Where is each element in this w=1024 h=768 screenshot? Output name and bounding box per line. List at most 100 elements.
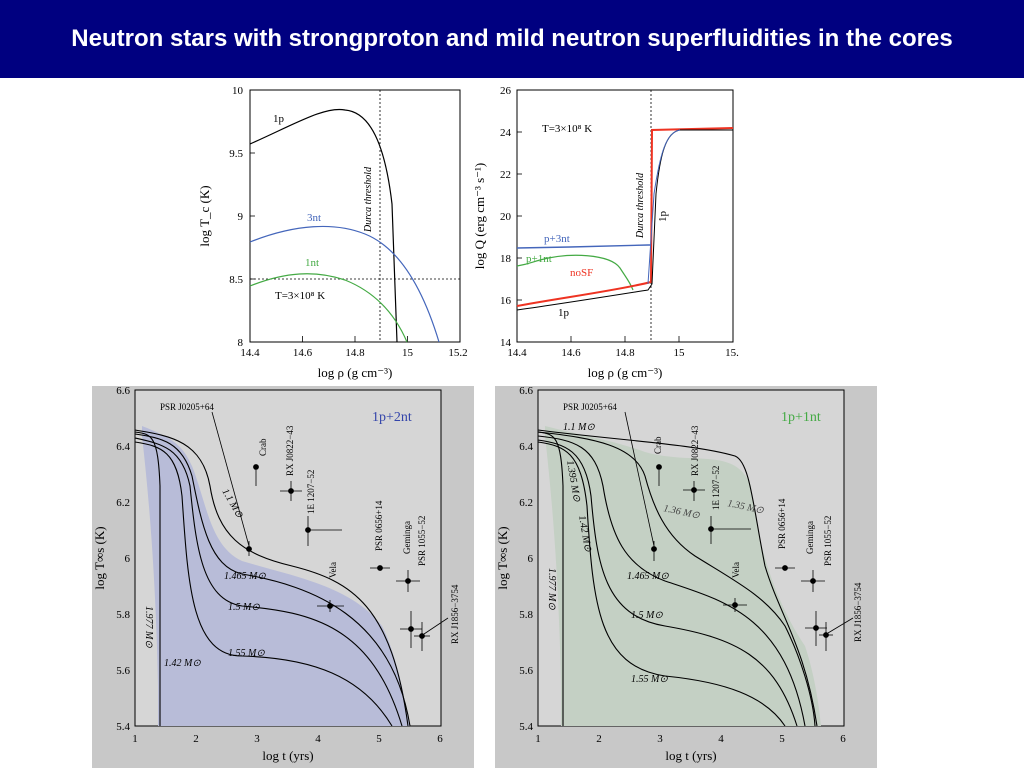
cl-ytick: 5.6 [116,665,130,677]
tc-label-1nt: 1nt [305,257,319,269]
cl-source-label: Crab [258,438,268,456]
tc-ytick: 8.5 [229,274,243,286]
cl-mass-label: 1.977 M⊙ [143,606,154,648]
tc-xlabel: log ρ (g cm⁻³) [318,365,393,380]
cl-xtick: 2 [193,733,199,745]
q-ytick: 22 [500,169,511,181]
q-label-1p-up: 1p [657,211,669,223]
cr-source-label: Vela [731,562,741,578]
cl-xtick: 3 [254,733,260,745]
q-xtick: 14.8 [615,347,635,359]
q-label-p3nt: p+3nt [544,233,570,245]
cr-mass-label: 1.55 M⊙ [631,674,668,685]
cr-source-label: PSR 0656+14 [777,498,787,549]
cr-ytick: 5.6 [519,665,533,677]
cr-mass-label: 1.1 M⊙ [563,422,595,433]
cl-source-label: Vela [328,562,338,578]
tc-ytick: 10 [232,85,244,97]
cr-ytick: 5.8 [519,609,533,621]
cl-ylabel: log T∞s (K) [92,526,107,589]
cooling-plot-right: 1 2 3 4 5 6 5.4 5.6 5.8 6 6.2 6.4 6.6 lo… [495,386,877,768]
cr-ytick: 6 [528,553,534,565]
cooling-plot-left: 1 2 3 4 5 6 5.4 5.6 5.8 6 6.2 6.4 6.6 lo… [92,386,474,768]
q-ytick: 14 [500,337,512,349]
cr-ytick: 6.6 [519,386,533,397]
tc-xtick: 15.2 [448,347,467,359]
cr-xtick: 2 [596,733,602,745]
tc-label-1p: 1p [273,113,285,125]
cl-source-label: RX J1856−3754 [450,584,460,644]
q-ytick: 24 [500,127,512,139]
q-plot: 14.4 14.6 14.8 15 15. 14 16 18 20 22 24 … [472,85,739,380]
cl-mass-label: 1.42 M⊙ [164,658,201,669]
cr-ytick: 6.4 [519,441,533,453]
cl-source-label: RX J0822−43 [285,425,295,476]
q-label-durca: Durca threshold [635,172,646,239]
cl-mass-label: 1.465 M⊙ [224,571,266,582]
cl-xlabel: log t (yrs) [262,748,313,763]
q-label-temp: T=3×10⁸ K [542,123,592,135]
tc-xtick: 14.4 [240,347,260,359]
cr-source-label: RX J0822−43 [690,425,700,476]
cl-source-label: Geminga [402,521,412,554]
cl-mass-label: 1.55 M⊙ [228,648,265,659]
tc-ylabel: log T_c (K) [197,185,212,246]
cr-mass-label: 1.977 M⊙ [546,568,557,610]
cl-source-label: 1E 1207−52 [306,470,316,514]
title-bar: Neutron stars with strongproton and mild… [0,0,1024,78]
cr-ytick: 5.4 [519,721,533,733]
cr-source-label: Crab [653,436,663,454]
tc-plot: 14.4 14.6 14.8 15 15.2 8 8.5 9 9.5 10 lo… [197,85,468,380]
tc-label-3nt: 3nt [307,212,321,224]
cl-xtick: 5 [376,733,382,745]
cl-ytick: 5.4 [116,721,130,733]
cr-ylabel: log T∞s (K) [495,526,510,589]
q-xtick: 14.6 [561,347,581,359]
q-label-1p-low: 1p [558,307,570,319]
cl-ytick: 6.6 [116,386,130,397]
q-xtick: 14.4 [507,347,527,359]
cl-ytick: 6.4 [116,441,130,453]
tc-label-temp: T=3×10⁸ K [275,290,325,302]
q-ytick: 16 [500,295,512,307]
cl-ytick: 6.2 [116,497,130,509]
cr-title: 1p+1nt [781,410,821,425]
cr-source-label: RX J1856−3754 [853,582,863,642]
cr-xtick: 5 [779,733,785,745]
cl-source-label: PSR 1055−52 [417,516,427,566]
cr-source-label: PSR 1055−52 [823,516,833,566]
tc-ytick: 9.5 [229,148,243,160]
q-xtick: 15 [674,347,686,359]
cr-xtick: 4 [718,733,724,745]
tc-ytick: 8 [238,337,244,349]
q-xtick: 15. [725,347,739,359]
slide-title: Neutron stars with strongproton and mild… [71,25,953,52]
cr-xtick: 1 [535,733,541,745]
tc-xtick: 14.8 [345,347,365,359]
q-ytick: 18 [500,253,512,265]
tc-xtick: 15 [402,347,414,359]
tc-label-durca: Durca threshold [363,166,374,233]
cl-mass-label: 1.5 M⊙ [228,602,260,613]
cl-source-label: PSR J0205+64 [160,402,214,412]
cr-source-label: PSR J0205+64 [563,402,617,412]
cr-xtick: 3 [657,733,663,745]
cr-xtick: 6 [840,733,846,745]
cr-ytick: 6.2 [519,497,533,509]
q-label-nosf: noSF [570,267,593,279]
cr-mass-label: 1.5 M⊙ [631,610,663,621]
cr-xlabel: log t (yrs) [665,748,716,763]
cl-xtick: 1 [132,733,138,745]
tc-ytick: 9 [238,211,244,223]
q-ytick: 26 [500,85,512,97]
cr-mass-label: 1.465 M⊙ [627,571,669,582]
q-xlabel: log ρ (g cm⁻³) [588,365,663,380]
tc-xtick: 14.6 [293,347,313,359]
cl-title: 1p+2nt [372,410,412,425]
cl-xtick: 4 [315,733,321,745]
q-label-p1nt: p+1nt [526,253,552,265]
cl-ytick: 6 [125,553,131,565]
cl-source-label: PSR 0656+14 [374,500,384,551]
q-ytick: 20 [500,211,512,223]
cl-xtick: 6 [437,733,443,745]
